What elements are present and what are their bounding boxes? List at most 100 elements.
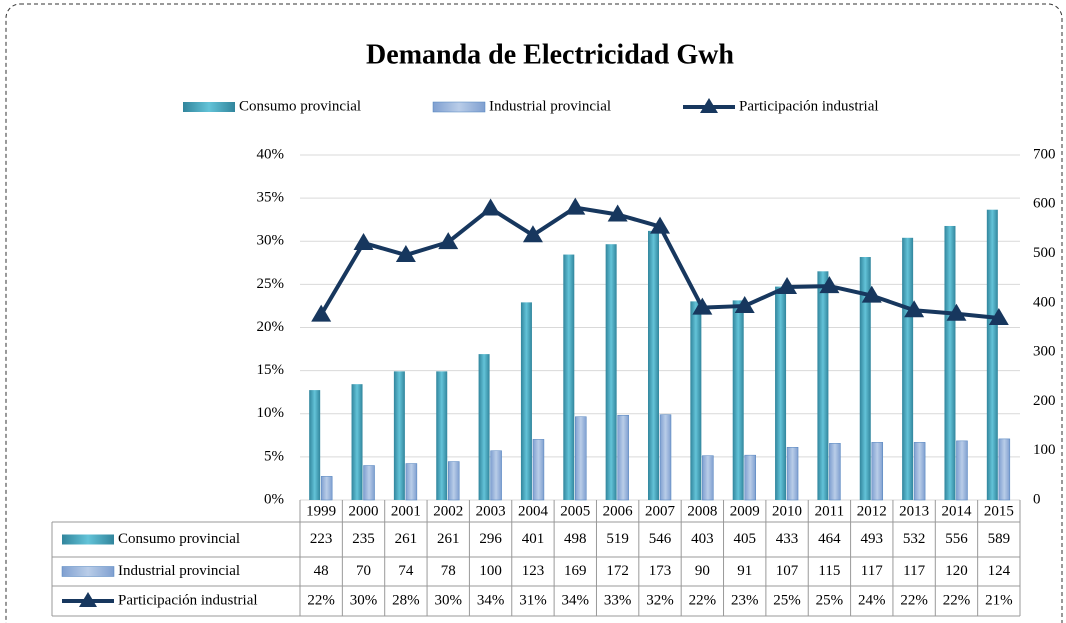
table-cell: 33% bbox=[604, 592, 632, 608]
bar bbox=[902, 237, 914, 501]
table-cell: 22% bbox=[943, 592, 971, 608]
x-tick-label: 2005 bbox=[560, 503, 590, 519]
marker bbox=[734, 295, 755, 313]
table-cell: 464 bbox=[818, 531, 841, 547]
y-tick-label: 20% bbox=[257, 319, 285, 335]
x-tick-label: 2012 bbox=[857, 503, 887, 519]
y2-tick-label: 700 bbox=[1033, 146, 1056, 162]
table-cell: 25% bbox=[816, 592, 844, 608]
legend-label: Consumo provincial bbox=[239, 98, 361, 114]
table-cell: 172 bbox=[606, 563, 629, 579]
marker bbox=[819, 276, 840, 294]
table-cell: 28% bbox=[392, 592, 420, 608]
table-cell: 34% bbox=[562, 592, 590, 608]
table-cell: 24% bbox=[858, 592, 886, 608]
marker bbox=[311, 304, 332, 322]
x-tick-label: 2011 bbox=[815, 503, 844, 519]
y-tick-label: 15% bbox=[257, 362, 285, 378]
bar bbox=[648, 230, 659, 500]
legend-key bbox=[700, 98, 718, 113]
table-cell: 223 bbox=[310, 531, 333, 547]
bar bbox=[490, 450, 502, 501]
x-tick-label: 2010 bbox=[772, 503, 802, 519]
y2-tick-label: 100 bbox=[1033, 442, 1056, 458]
x-tick-label: 2015 bbox=[984, 503, 1014, 519]
table-cell: 117 bbox=[903, 563, 925, 579]
legend-key bbox=[183, 102, 235, 112]
bar bbox=[363, 465, 375, 501]
x-tick-label: 2008 bbox=[687, 503, 717, 519]
x-tick-label: 2006 bbox=[603, 503, 634, 519]
x-tick-label: 2003 bbox=[476, 503, 506, 519]
bar bbox=[320, 476, 333, 501]
y-tick-label: 30% bbox=[257, 233, 285, 249]
y-tick-label: 40% bbox=[257, 146, 285, 162]
table-cell: 235 bbox=[352, 531, 375, 547]
y2-tick-label: 500 bbox=[1033, 245, 1056, 261]
table-cell: 70 bbox=[356, 563, 371, 579]
table-cell: 173 bbox=[649, 563, 672, 579]
bar bbox=[532, 439, 545, 501]
y-tick-label: 25% bbox=[257, 276, 285, 292]
bar bbox=[659, 414, 672, 501]
x-tick-label: 2014 bbox=[941, 503, 972, 519]
bar bbox=[786, 447, 799, 501]
table-cell: 519 bbox=[606, 531, 629, 547]
marker bbox=[692, 297, 713, 315]
y-tick-label: 5% bbox=[264, 448, 284, 464]
bar bbox=[605, 244, 617, 500]
bar bbox=[563, 254, 575, 500]
table-cell: 120 bbox=[945, 563, 968, 579]
marker bbox=[480, 198, 501, 216]
y2-tick-label: 600 bbox=[1033, 196, 1056, 212]
table-cell: 48 bbox=[314, 563, 329, 579]
bar bbox=[859, 257, 871, 500]
bar bbox=[393, 371, 405, 500]
legend-label: Industrial provincial bbox=[489, 98, 611, 114]
bar bbox=[775, 286, 787, 500]
table-cell: 556 bbox=[945, 531, 968, 547]
table-row-label: Industrial provincial bbox=[118, 563, 240, 579]
table-cell: 124 bbox=[988, 563, 1011, 579]
table-cell: 493 bbox=[861, 531, 884, 547]
table-cell: 31% bbox=[519, 592, 547, 608]
legend-key bbox=[432, 101, 486, 113]
x-tick-label: 2007 bbox=[645, 503, 676, 519]
x-tick-label: 1999 bbox=[306, 503, 336, 519]
marker bbox=[607, 204, 628, 222]
table-cell: 23% bbox=[731, 592, 759, 608]
bar bbox=[575, 416, 587, 501]
x-tick-label: 2009 bbox=[730, 503, 760, 519]
table-cell: 91 bbox=[737, 563, 752, 579]
bar bbox=[913, 442, 926, 501]
table-cell: 261 bbox=[395, 531, 418, 547]
x-tick-label: 2001 bbox=[391, 503, 421, 519]
legend-key bbox=[62, 534, 114, 545]
bar bbox=[436, 371, 448, 500]
bar bbox=[520, 302, 532, 500]
chart-title: Demanda de Electricidad Gwh bbox=[366, 39, 734, 70]
bar bbox=[956, 440, 968, 501]
table-cell: 401 bbox=[522, 531, 545, 547]
table-cell: 74 bbox=[398, 563, 414, 579]
table-cell: 22% bbox=[900, 592, 928, 608]
y-tick-label: 0% bbox=[264, 491, 284, 507]
table-cell: 30% bbox=[350, 592, 378, 608]
y2-tick-label: 300 bbox=[1033, 344, 1056, 360]
table-row-label: Consumo provincial bbox=[118, 531, 240, 547]
table-cell: 25% bbox=[773, 592, 801, 608]
marker bbox=[861, 285, 882, 303]
table-row-label: Participación industrial bbox=[118, 592, 258, 608]
y2-tick-label: 400 bbox=[1033, 294, 1056, 310]
table-cell: 78 bbox=[441, 563, 456, 579]
legend-key bbox=[79, 592, 97, 607]
table-cell: 100 bbox=[479, 563, 502, 579]
bar bbox=[986, 209, 998, 500]
table-cell: 261 bbox=[437, 531, 460, 547]
table-cell: 546 bbox=[649, 531, 672, 547]
table-cell: 498 bbox=[564, 531, 587, 547]
marker bbox=[438, 232, 459, 250]
marker bbox=[946, 303, 967, 321]
bar bbox=[405, 463, 418, 501]
